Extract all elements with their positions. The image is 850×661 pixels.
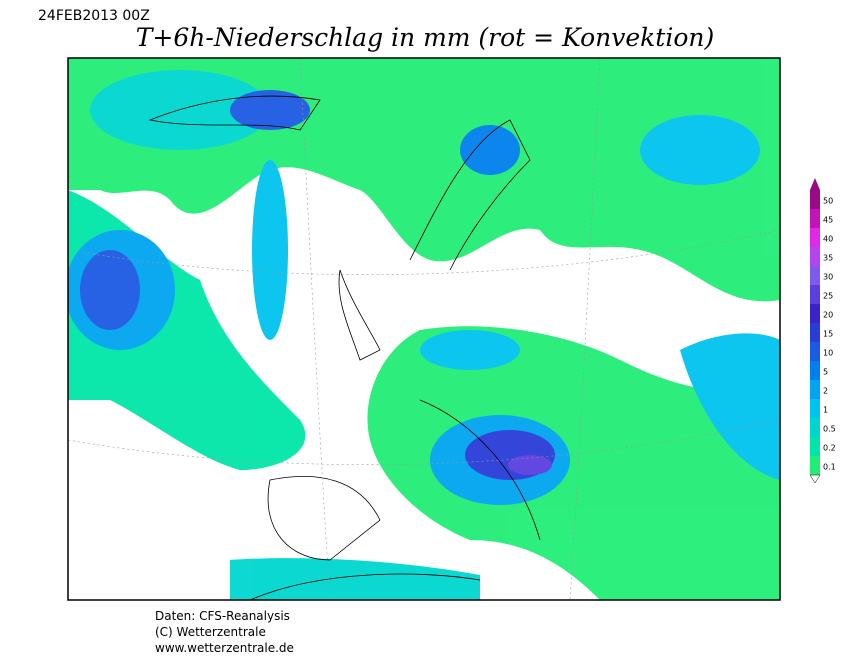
legend-arrow (809, 474, 821, 484)
legend-swatch (810, 190, 820, 209)
legend-label: 0.5 (823, 425, 836, 434)
legend-swatch (810, 266, 820, 285)
legend-label: 5 (823, 368, 828, 377)
legend-swatch (810, 399, 820, 418)
date: 24FEB2013 00Z (38, 8, 150, 24)
legend-swatch (810, 380, 820, 399)
legend-swatch (810, 437, 820, 456)
legend-swatch (810, 304, 820, 323)
footer-line: Daten: CFS-Reanalysis (155, 609, 290, 623)
legend-label: 40 (823, 235, 833, 244)
legend-label: 50 (823, 197, 833, 206)
legend-arrow (810, 178, 820, 190)
legend-label: 30 (823, 273, 833, 282)
legend-label: 35 (823, 254, 833, 263)
legend-swatch (810, 456, 820, 475)
legend-swatch (810, 342, 820, 361)
legend-label: 15 (823, 330, 833, 339)
legend-swatch (810, 361, 820, 380)
legend-label: 10 (823, 349, 833, 358)
legend-swatch (810, 285, 820, 304)
legend-label: 0.1 (823, 463, 836, 472)
title: T+6h-Niederschlag in mm (rot = Konvektio… (136, 23, 715, 52)
legend-label: 20 (823, 311, 833, 320)
legend-label: 1 (823, 406, 828, 415)
legend-swatch (810, 228, 820, 247)
legend-label: 2 (823, 387, 828, 396)
legend-swatch (810, 418, 820, 437)
map (67, 57, 781, 601)
legend-label: 45 (823, 216, 833, 225)
legend-label: 0.2 (823, 444, 836, 453)
legend-swatch (810, 323, 820, 342)
legend-label: 25 (823, 292, 833, 301)
legend-swatch (810, 247, 820, 266)
footer-line: www.wetterzentrale.de (155, 641, 294, 655)
legend-swatch (810, 209, 820, 228)
footer-line: (C) Wetterzentrale (155, 625, 266, 639)
